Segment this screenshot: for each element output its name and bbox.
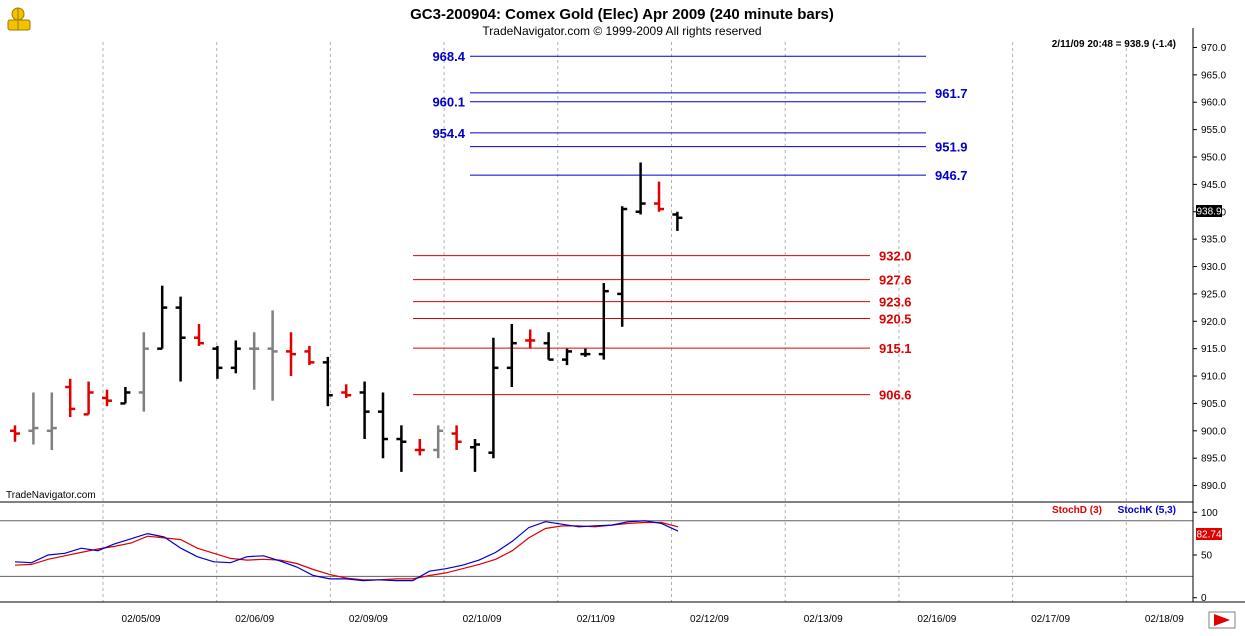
quote-readout: 2/11/09 20:48 = 938.9 (-1.4) bbox=[1052, 39, 1176, 50]
ohlc-bar bbox=[396, 425, 407, 472]
ohlc-bar bbox=[83, 381, 94, 416]
price-tick-label: 935.0 bbox=[1201, 235, 1226, 246]
date-tick-label: 02/09/09 bbox=[349, 614, 388, 625]
price-tick-label: 930.0 bbox=[1201, 262, 1226, 273]
date-tick-label: 02/16/09 bbox=[917, 614, 956, 625]
lower-level-label: 915.1 bbox=[879, 341, 912, 356]
price-levels: 968.4 961.7 960.1 954.4 951.9 946.7 932.0 927.6… bbox=[413, 49, 968, 403]
lower-level-label: 927.6 bbox=[879, 273, 912, 288]
ohlc-bar bbox=[304, 345, 315, 366]
price-tick-label: 925.0 bbox=[1201, 289, 1226, 300]
price-tick-label: 905.0 bbox=[1201, 399, 1226, 410]
stoch-tick-label: 100 bbox=[1201, 508, 1218, 519]
ohlc-bar bbox=[562, 348, 572, 366]
stochd-line bbox=[14, 521, 679, 581]
ohlc-bar bbox=[470, 439, 480, 472]
upper-level-label: 954.4 bbox=[432, 126, 465, 141]
date-tick-label: 02/10/09 bbox=[463, 614, 502, 625]
ohlc-bar bbox=[65, 378, 76, 418]
price-tick-label: 890.0 bbox=[1201, 481, 1226, 492]
ohlc-bar bbox=[138, 332, 149, 412]
ohlc-bar bbox=[120, 387, 131, 405]
ohlc-bar bbox=[635, 162, 646, 215]
lower-level-label: 923.6 bbox=[879, 295, 912, 310]
price-tick-label: 900.0 bbox=[1201, 426, 1226, 437]
upper-level-label: 951.9 bbox=[935, 140, 968, 155]
ohlc-bar bbox=[451, 425, 462, 450]
ohlc-bar bbox=[414, 439, 425, 456]
price-bars bbox=[10, 162, 683, 472]
ohlc-bar bbox=[10, 425, 20, 442]
ohlc-bar bbox=[322, 356, 333, 407]
date-tick-label: 02/13/09 bbox=[804, 614, 843, 625]
ohlc-bar bbox=[46, 392, 57, 450]
date-tick-label: 02/17/09 bbox=[1031, 614, 1070, 625]
ohlc-bar bbox=[286, 332, 296, 377]
chart-subtitle: TradeNavigator.com © 1999-2009 All right… bbox=[482, 24, 761, 38]
lower-level-label: 906.6 bbox=[879, 388, 912, 403]
arrow-right-icon bbox=[1214, 614, 1230, 626]
ohlc-bar bbox=[580, 348, 591, 357]
stochastic-panel: 100 50 0 bbox=[0, 508, 1218, 604]
stoch-tick-label: 50 bbox=[1201, 550, 1213, 561]
price-tick-label: 895.0 bbox=[1201, 454, 1226, 465]
ohlc-bar bbox=[378, 392, 388, 459]
ohlc-bar bbox=[506, 324, 517, 387]
price-tick-label: 955.0 bbox=[1201, 125, 1226, 136]
last-price-label: 938.9 bbox=[1196, 207, 1221, 218]
upper-level-label: 946.7 bbox=[935, 168, 968, 183]
ohlc-bar bbox=[654, 181, 664, 212]
ohlc-bar bbox=[175, 296, 186, 382]
ohlc-bar bbox=[28, 392, 39, 445]
stoch-tick-label: 0 bbox=[1201, 593, 1207, 604]
ohlc-bar bbox=[617, 206, 628, 327]
tradenavigator-logo-icon bbox=[7, 7, 31, 31]
price-tick-label: 960.0 bbox=[1201, 98, 1226, 109]
date-tick-label: 02/06/09 bbox=[235, 614, 274, 625]
ohlc-bar bbox=[194, 324, 204, 346]
upper-level-label: 960.1 bbox=[432, 95, 465, 110]
ohlc-bar bbox=[433, 425, 444, 459]
ohlc-bar bbox=[543, 332, 554, 361]
ohlc-bar bbox=[359, 381, 370, 440]
last-price-marker bbox=[1196, 205, 1222, 217]
ohlc-bar bbox=[488, 337, 499, 459]
chart-title: GC3-200904: Comex Gold (Elec) Apr 2009 (… bbox=[410, 6, 834, 23]
ohlc-bar bbox=[341, 384, 352, 398]
price-tick-label: 915.0 bbox=[1201, 344, 1226, 355]
price-tick-label: 945.0 bbox=[1201, 180, 1226, 191]
stoch-value-marker bbox=[1196, 528, 1222, 540]
lower-level-label: 920.5 bbox=[879, 312, 912, 327]
ohlc-bar bbox=[102, 389, 112, 407]
ohlc-bar bbox=[525, 329, 536, 349]
ohlc-bar bbox=[230, 340, 241, 374]
watermark-text: TradeNavigator.com bbox=[6, 490, 96, 501]
price-tick-label: 920.0 bbox=[1201, 317, 1226, 328]
ohlc-bar bbox=[212, 345, 223, 379]
upper-level-label: 961.7 bbox=[935, 86, 968, 101]
ohlc-bar bbox=[672, 211, 683, 231]
stochk-line bbox=[14, 520, 679, 582]
price-tick-label: 950.0 bbox=[1201, 153, 1226, 164]
date-tick-label: 02/18/09 bbox=[1145, 614, 1184, 625]
ohlc-bar bbox=[267, 310, 278, 401]
upper-level-label: 968.4 bbox=[432, 49, 465, 64]
ohlc-bar bbox=[157, 285, 168, 350]
axes: 02/05/09 02/06/09 02/09/09 02/10/09 02/11/09… bbox=[0, 28, 1245, 625]
lower-level-label: 932.0 bbox=[879, 249, 912, 264]
stochd-legend: StochD (3) bbox=[1052, 505, 1102, 516]
ohlc-bar bbox=[249, 332, 260, 390]
price-tick-label: 970.0 bbox=[1201, 43, 1226, 54]
stochk-legend: StochK (5,3) bbox=[1118, 505, 1176, 516]
date-tick-label: 02/12/09 bbox=[690, 614, 729, 625]
date-tick-label: 02/11/09 bbox=[577, 614, 616, 625]
ohlc-bar bbox=[598, 282, 609, 360]
price-tick-label: 910.0 bbox=[1201, 372, 1226, 383]
price-tick-label: 965.0 bbox=[1201, 70, 1226, 81]
stoch-value-label: 82.74 bbox=[1196, 530, 1221, 541]
date-tick-label: 02/05/09 bbox=[122, 614, 161, 625]
